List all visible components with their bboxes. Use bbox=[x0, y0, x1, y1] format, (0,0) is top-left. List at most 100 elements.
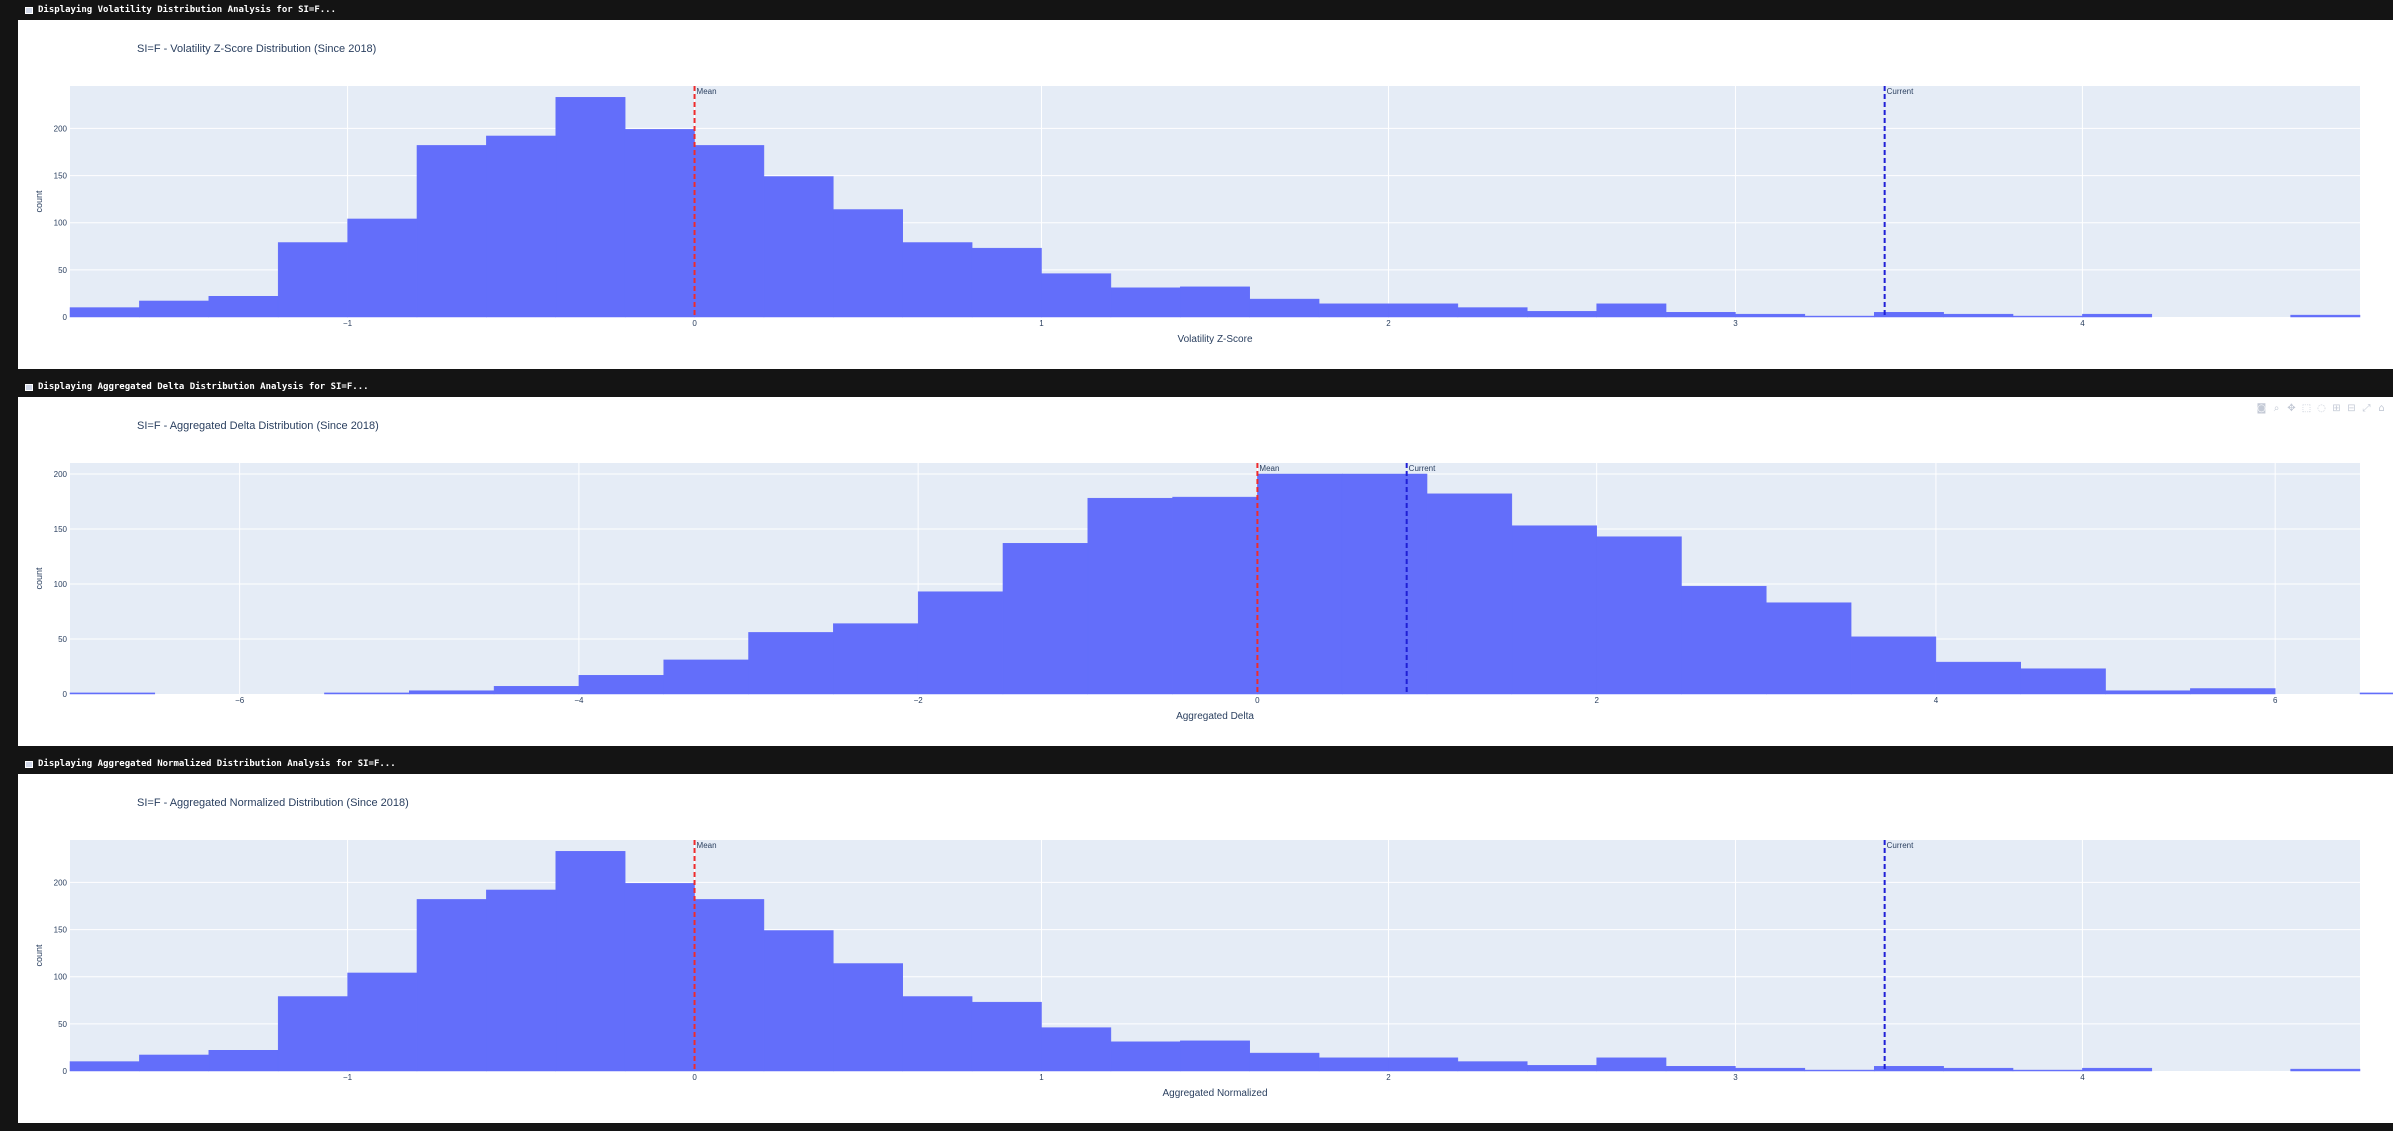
autoscale-icon[interactable]: ⤢ bbox=[2362, 402, 2371, 414]
chart-title: SI=F - Aggregated Delta Distribution (Si… bbox=[137, 420, 379, 432]
histogram-bar bbox=[69, 692, 156, 695]
histogram-bar bbox=[2020, 668, 2106, 695]
histogram-bar bbox=[1596, 1057, 1667, 1072]
histogram-bar bbox=[2105, 690, 2191, 695]
x-axis-title: Volatility Z-Score bbox=[1177, 334, 1252, 345]
x-tick-label: 1 bbox=[1039, 319, 1044, 328]
chart-panel: Mean Current −1 0 1 2 3 4 0 50 100 150 200 SI=F - Vol… bbox=[18, 20, 2393, 369]
histogram-bar bbox=[1318, 1057, 1389, 1072]
histogram-bar bbox=[624, 129, 695, 318]
output-header-text: Displaying Aggregated Delta Distribution… bbox=[38, 382, 369, 392]
histogram-bar bbox=[663, 659, 749, 695]
histogram-bar bbox=[2359, 692, 2393, 695]
histogram-bar bbox=[1527, 1065, 1597, 1072]
histogram-chart: Mean Current −1 0 1 2 3 4 0 50 100 150 200 SI=F - Agg… bbox=[34, 797, 2361, 1099]
x-tick-label: −2 bbox=[914, 696, 924, 705]
histogram-bar bbox=[1110, 287, 1181, 318]
current-label: Current bbox=[1409, 464, 1436, 473]
histogram-bar bbox=[1041, 273, 1112, 318]
histogram-bar bbox=[971, 247, 1042, 318]
histogram-bar bbox=[1388, 303, 1459, 318]
histogram-bar bbox=[69, 307, 140, 318]
histogram-bar bbox=[1041, 1027, 1112, 1072]
y-tick-label: 50 bbox=[58, 1020, 67, 1029]
histogram-bar bbox=[1180, 286, 1250, 318]
histogram-bar bbox=[2290, 314, 2361, 318]
x-tick-label: −1 bbox=[343, 1073, 353, 1082]
histogram-bar bbox=[277, 242, 348, 318]
pan-icon[interactable]: ✥ bbox=[2287, 402, 2296, 414]
histogram-bar bbox=[1457, 1061, 1528, 1072]
histogram-bar bbox=[1735, 1067, 1806, 1072]
histogram-bar bbox=[833, 963, 903, 1072]
histogram-bar bbox=[694, 145, 765, 318]
zoom-in-icon[interactable]: ⊞ bbox=[2332, 402, 2341, 414]
y-tick-label: 50 bbox=[58, 266, 67, 275]
home-icon[interactable]: ⌂ bbox=[2378, 402, 2385, 414]
histogram-bar bbox=[1110, 1041, 1181, 1072]
zoom-icon[interactable]: ⌕ bbox=[2273, 402, 2280, 414]
histogram-chart: Mean Current −6 −4 −2 0 2 4 6 0 50 100 150 200 SI=F - … bbox=[34, 420, 2393, 722]
output-header: Displaying Aggregated Normalized Distrib… bbox=[0, 754, 2393, 774]
histogram-bar bbox=[1249, 1052, 1320, 1072]
histogram-bar bbox=[902, 996, 973, 1072]
histogram-bar bbox=[763, 930, 834, 1072]
output-section: Displaying Aggregated Delta Distribution… bbox=[0, 377, 2393, 754]
histogram-bar bbox=[69, 1061, 140, 1072]
histogram-bar bbox=[624, 883, 695, 1072]
histogram-bar bbox=[2012, 315, 2083, 318]
histogram-bar bbox=[1426, 493, 1513, 695]
histogram-bar bbox=[1943, 1067, 2014, 1072]
x-tick-label: 0 bbox=[692, 319, 697, 328]
camera-icon[interactable]: ◙ bbox=[2256, 402, 2267, 414]
histogram-bar bbox=[347, 972, 418, 1072]
histogram-bar bbox=[1341, 473, 1428, 695]
chart-title: SI=F - Aggregated Normalized Distributio… bbox=[137, 797, 409, 809]
histogram-bar bbox=[416, 899, 487, 1072]
histogram-bar bbox=[1527, 311, 1597, 318]
histogram-bar bbox=[2012, 1069, 2083, 1072]
chart-icon bbox=[25, 7, 33, 14]
output-header-text: Displaying Volatility Distribution Analy… bbox=[38, 5, 337, 15]
lasso-icon[interactable]: ◌ bbox=[2317, 402, 2326, 414]
histogram-bar bbox=[347, 218, 418, 318]
x-tick-label: 6 bbox=[2273, 696, 2278, 705]
histogram-bar bbox=[1850, 636, 1937, 695]
x-tick-label: 2 bbox=[1386, 319, 1391, 328]
histogram-bar bbox=[1172, 496, 1258, 695]
y-axis-title: count bbox=[34, 944, 44, 967]
y-tick-label: 0 bbox=[63, 1067, 68, 1076]
zoom-out-icon[interactable]: ⊟ bbox=[2347, 402, 2356, 414]
histogram-bar bbox=[1249, 298, 1320, 318]
chart-title: SI=F - Volatility Z-Score Distribution (… bbox=[137, 43, 376, 55]
x-tick-label: 3 bbox=[1733, 319, 1738, 328]
y-tick-label: 150 bbox=[54, 926, 68, 935]
y-tick-label: 0 bbox=[63, 313, 68, 322]
histogram-bar bbox=[1596, 536, 1682, 695]
y-tick-label: 100 bbox=[54, 973, 68, 982]
x-tick-label: 1 bbox=[1039, 1073, 1044, 1082]
histogram-bar bbox=[833, 623, 919, 695]
histogram-chart: Mean Current −1 0 1 2 3 4 0 50 100 150 200 SI=F - Vol… bbox=[34, 43, 2361, 345]
mean-label: Mean bbox=[697, 87, 717, 96]
histogram-bar bbox=[555, 97, 626, 318]
x-tick-label: 4 bbox=[2080, 319, 2085, 328]
histogram-bar bbox=[1318, 303, 1389, 318]
histogram-bar bbox=[2290, 1068, 2361, 1072]
output-header: Displaying Aggregated Delta Distribution… bbox=[0, 377, 2393, 397]
histogram-bar bbox=[917, 591, 1004, 695]
chart-icon bbox=[25, 384, 33, 391]
histogram-bar bbox=[1257, 473, 1343, 695]
histogram-bar bbox=[2082, 313, 2153, 318]
histogram-bar bbox=[2190, 688, 2276, 695]
y-tick-label: 0 bbox=[63, 690, 68, 699]
histogram-bar bbox=[1511, 525, 1597, 695]
histogram-bar bbox=[208, 1050, 279, 1072]
histogram-bar bbox=[763, 176, 834, 318]
x-tick-label: 2 bbox=[1386, 1073, 1391, 1082]
histogram-bar bbox=[1804, 1069, 1875, 1072]
box-select-icon[interactable]: ⬚ bbox=[2301, 402, 2312, 414]
x-tick-label: 2 bbox=[1594, 696, 1599, 705]
x-tick-label: −1 bbox=[343, 319, 353, 328]
histogram-bar bbox=[416, 145, 487, 318]
